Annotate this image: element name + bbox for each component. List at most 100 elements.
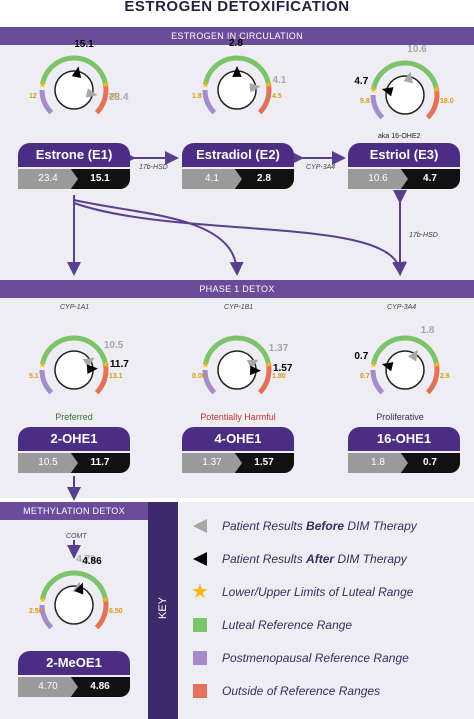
gold-star-icon: ★ xyxy=(191,581,209,603)
node-e2-values: 4.1 2.8 xyxy=(182,169,294,189)
enzyme-cyp3a4: CYP-3A4 xyxy=(387,304,417,311)
key-sidebar: KEY xyxy=(148,502,178,719)
gauge-luteal-arc xyxy=(203,335,271,365)
after-marker-icon xyxy=(232,66,242,77)
gauge-high-limit: 13.1 xyxy=(109,373,123,380)
node-e3-values: 10.6 4.7 xyxy=(348,169,460,189)
gauge-after-value: 0.7 xyxy=(354,351,369,363)
gauge-high-limit: 6.50 xyxy=(109,608,123,615)
divider xyxy=(0,27,474,29)
enzyme-e3-ohe16: 17b-HSD xyxy=(409,232,438,239)
gauge-high-limit: 4.5 xyxy=(272,93,282,100)
gauge-high-limit: 2.6 xyxy=(440,373,450,380)
gauge-low-limit: 5.8 xyxy=(360,98,370,105)
gauge-before-value: 4.70 xyxy=(76,554,96,566)
gauge-meoe: ★ ★ xyxy=(38,570,110,630)
gauge-high-limit: 18.0 xyxy=(440,98,454,105)
node-meoe-label: 2-MeOE1 xyxy=(18,651,130,675)
before-marker-icon xyxy=(85,88,98,98)
lavender-square-icon xyxy=(188,648,212,668)
status-ohe16: Proliferative xyxy=(376,412,424,422)
phase1-banner: PHASE 1 DETOX xyxy=(0,280,474,298)
lower-limit-star-icon: ★ xyxy=(201,79,209,89)
gauge-luteal-arc xyxy=(371,335,439,365)
node-meoe-after: 4.86 xyxy=(70,677,130,697)
gauge-luteal-arc xyxy=(40,570,108,600)
enzyme-e2-e3: CYP-3A4 xyxy=(306,164,336,171)
node-ohe2-label: 2-OHE1 xyxy=(18,427,130,451)
red-square-icon xyxy=(188,681,212,701)
node-ohe2-before: 10.5 xyxy=(18,453,78,473)
gauge-after-value: 4.7 xyxy=(354,76,369,88)
upper-limit-star-icon: ★ xyxy=(432,359,440,369)
gauge-ohe16: ★ ★ xyxy=(369,335,441,395)
gauge-e3: ★ ★ xyxy=(369,60,441,120)
gauge-postmenopausal-arc xyxy=(39,89,54,115)
gauge-before-value: 10.6 xyxy=(407,44,427,56)
gauge-postmenopausal-arc xyxy=(202,89,217,115)
black-triangle-icon xyxy=(188,549,212,569)
legend-text: Luteal Reference Range xyxy=(222,618,353,632)
node-e3-label: Estriol (E3) xyxy=(348,143,460,167)
gauge-luteal-arc xyxy=(371,60,439,90)
gauge-luteal-arc xyxy=(40,335,108,365)
circulation-banner: ESTROGEN IN CIRCULATION xyxy=(0,27,474,45)
gauge-high-limit: 1.80 xyxy=(272,373,286,380)
gauge-outside-arc xyxy=(94,364,109,395)
gauge-outside-arc xyxy=(425,89,440,120)
gauge-after-value: 4.86 xyxy=(82,556,102,568)
gauge-outside-arc xyxy=(94,599,109,630)
gauge-outside-arc xyxy=(257,364,272,395)
key-label: KEY xyxy=(157,597,169,620)
gauge-outside-arc xyxy=(425,364,440,395)
lower-limit-star-icon: ★ xyxy=(369,84,377,94)
upper-limit-star-icon: ★ xyxy=(101,79,109,89)
enzyme-e1-e2: 17b-HSD xyxy=(139,164,168,171)
legend-item: Patient Results Before DIM Therapy xyxy=(178,516,417,536)
gauge-after-value: 2.8 xyxy=(229,38,243,49)
gauge-postmenopausal-arc xyxy=(370,369,385,395)
gauge-e1: ★ ★ xyxy=(38,55,110,115)
lower-limit-star-icon: ★ xyxy=(38,359,46,369)
lower-limit-star-icon: ★ xyxy=(38,79,46,89)
node-e1-values: 23.4 15.1 xyxy=(18,169,130,189)
node-ohe2-values: 10.5 11.7 xyxy=(18,453,130,473)
status-ohe2: Preferred xyxy=(55,412,93,422)
after-marker-icon xyxy=(74,582,84,595)
upper-limit-star-icon: ★ xyxy=(432,84,440,94)
lower-limit-star-icon: ★ xyxy=(369,359,377,369)
node-ohe16-after: 0.7 xyxy=(400,453,460,473)
upper-limit-star-icon: ★ xyxy=(101,359,109,369)
before-marker-icon xyxy=(246,359,259,369)
gauge-ohe2: ★ ★ xyxy=(38,335,110,395)
node-meoe-before: 4.70 xyxy=(18,677,78,697)
status-ohe4: Potentially Harmful xyxy=(200,412,276,422)
node-ohe16-before: 1.8 xyxy=(348,453,408,473)
node-meoe-values: 4.70 4.86 xyxy=(18,677,130,697)
node-e1-before: 23.4 xyxy=(18,169,78,189)
gauge-dial xyxy=(385,350,425,390)
gauge-dial xyxy=(54,585,94,625)
gauge-outside-arc xyxy=(257,84,272,115)
node-e1-label: Estrone (E1) xyxy=(18,143,130,167)
legend-item: Outside of Reference Ranges xyxy=(178,681,380,701)
node-e2-before: 4.1 xyxy=(182,169,242,189)
gauge-e2: ★ ★ xyxy=(201,55,273,115)
enzyme-cyp1b1: CYP-1B1 xyxy=(224,304,254,311)
node-ohe4-label: 4-OHE1 xyxy=(182,427,294,451)
after-marker-icon xyxy=(71,66,82,78)
node-e2-label: Estradiol (E2) xyxy=(182,143,294,167)
node-e3-after: 4.7 xyxy=(400,169,460,189)
node-ohe2-after: 11.7 xyxy=(70,453,130,473)
node-e2-after: 2.8 xyxy=(234,169,294,189)
lower-limit-star-icon: ★ xyxy=(38,594,46,604)
gauge-dial xyxy=(54,70,94,110)
gauge-before-value: 10.5 xyxy=(103,339,124,351)
gauge-outside-arc xyxy=(94,84,109,115)
node-e3-before: 10.6 xyxy=(348,169,408,189)
gauge-low-limit: 12 xyxy=(29,93,37,100)
after-marker-icon xyxy=(381,362,394,372)
gauge-luteal-arc xyxy=(203,55,271,85)
after-marker-icon xyxy=(86,364,98,374)
